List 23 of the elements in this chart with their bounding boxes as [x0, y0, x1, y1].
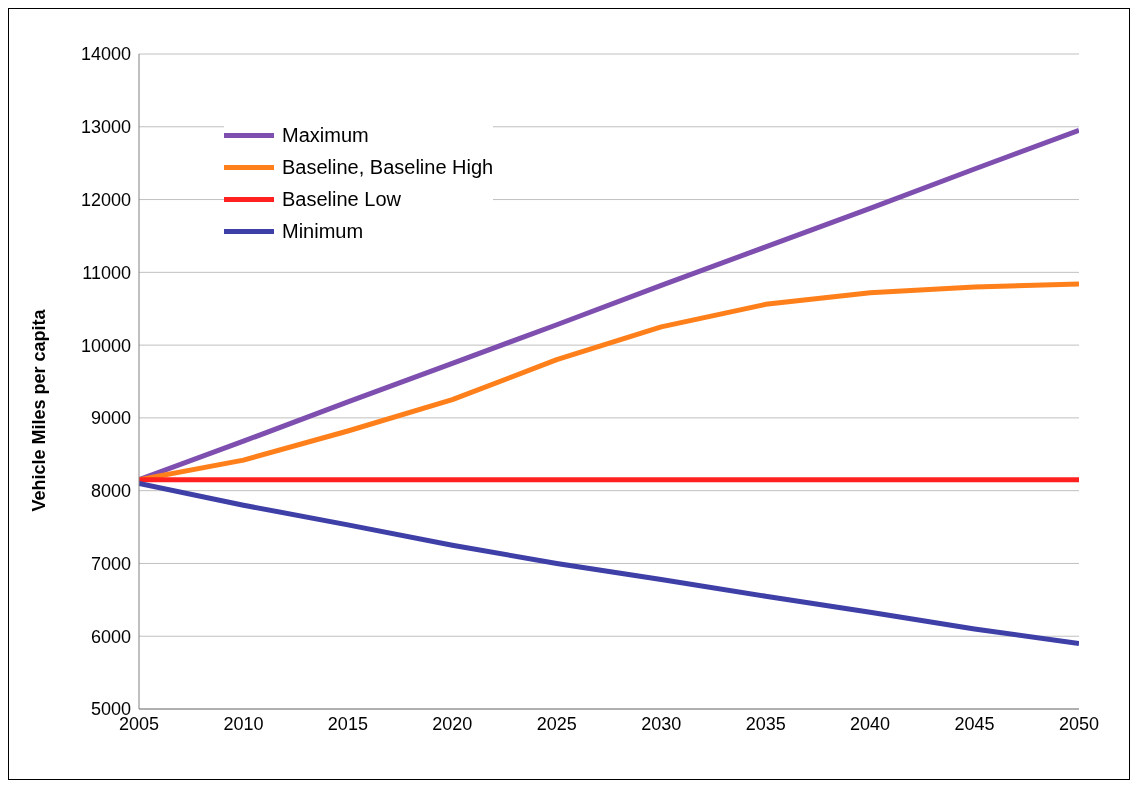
legend-label: Maximum — [282, 123, 369, 147]
legend-label: Baseline Low — [282, 187, 401, 211]
x-tick-label: 2035 — [745, 713, 786, 734]
x-tick-label: 2030 — [641, 713, 682, 734]
x-tick-label: 2045 — [954, 713, 995, 734]
y-tick-label: 11000 — [82, 262, 131, 283]
x-tick-label: 2040 — [850, 713, 891, 734]
y-tick-label: 13000 — [80, 117, 131, 138]
y-tick-label: 8000 — [90, 481, 131, 502]
legend-label: Baseline, Baseline High — [282, 155, 494, 179]
y-tick-label: 12000 — [80, 189, 131, 210]
y-axis-title: Vehicle Miles per capita — [29, 308, 50, 512]
x-tick-label: 2025 — [536, 713, 577, 734]
y-tick-label: 7000 — [90, 553, 131, 574]
y-tick-label: 9000 — [90, 408, 131, 429]
x-tick-label: 2015 — [327, 713, 368, 734]
y-tick-label: 6000 — [90, 626, 131, 647]
x-tick-label: 2010 — [223, 713, 264, 734]
y-tick-label: 14000 — [80, 44, 131, 65]
legend-label: Minimum — [282, 219, 364, 243]
x-tick-label: 2050 — [1058, 713, 1100, 734]
x-tick-label: 2020 — [432, 713, 473, 734]
y-tick-label: 10000 — [80, 335, 131, 356]
